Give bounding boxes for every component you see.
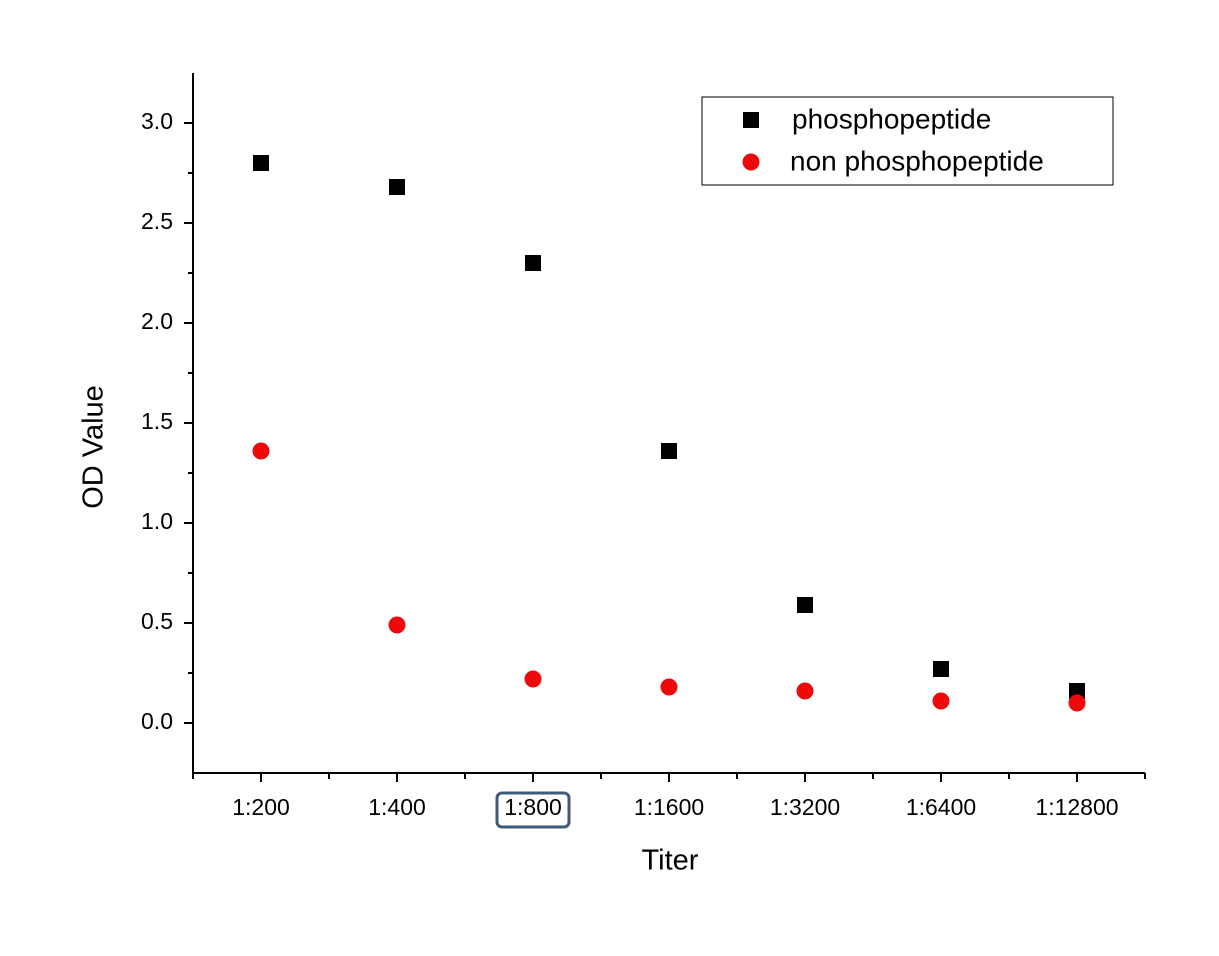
x-tick-label: 1:1600 [634,794,704,820]
y-tick-label: 2.0 [141,308,173,334]
legend-label: phosphopeptide [792,103,991,134]
data-point [525,255,541,271]
data-point [660,678,678,696]
x-tick-label: 1:400 [368,794,426,820]
data-point [661,443,677,459]
y-tick-label: 0.0 [141,708,173,734]
y-tick-label: 2.5 [141,208,173,234]
data-point [1069,683,1085,699]
data-point [388,616,406,634]
legend-marker [743,112,759,128]
data-point [389,179,405,195]
y-tick-label: 3.0 [141,108,173,134]
data-point [932,692,950,710]
data-point [1068,694,1086,712]
data-point [253,155,269,171]
y-tick-label: 1.5 [141,408,173,434]
y-axis-title: OD Value [78,385,110,509]
data-point [933,661,949,677]
x-axis-title: Titer [642,845,699,877]
legend-label: non phosphopeptide [790,145,1044,176]
legend-box [701,96,1114,186]
x-tick-label: 1:3200 [770,794,840,820]
legend-marker [742,153,760,171]
data-point [797,597,813,613]
y-tick-label: 0.5 [141,608,173,634]
x-tick-label: 1:800 [504,794,562,820]
data-point [524,670,542,688]
data-point [252,442,270,460]
x-tick-label: 1:12800 [1035,794,1118,820]
label-highlight [495,791,571,829]
data-point [796,682,814,700]
x-tick-label: 1:200 [232,794,290,820]
x-tick-label: 1:6400 [906,794,976,820]
y-tick-label: 1.0 [141,508,173,534]
